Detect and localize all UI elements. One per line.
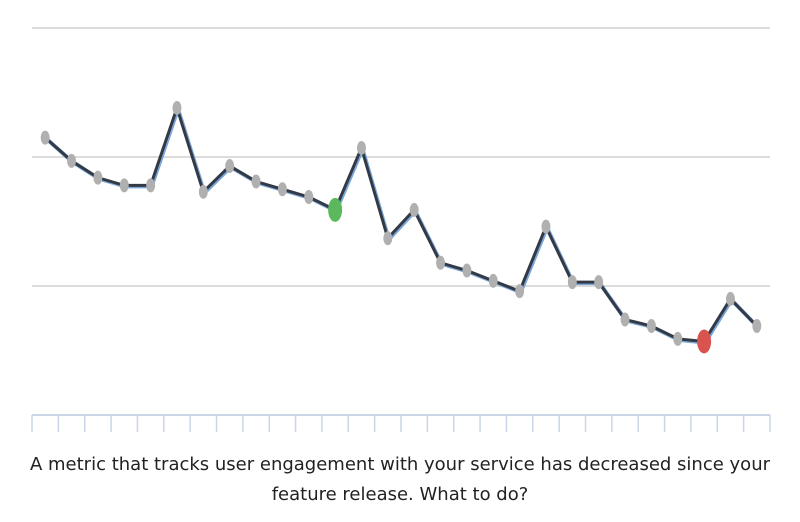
marker: [752, 318, 762, 333]
highlight-marker: [697, 329, 712, 354]
marker: [277, 182, 287, 197]
line-shadow: [44, 102, 760, 345]
caption: A metric that tracks user engagement wit…: [29, 454, 771, 505]
marker: [304, 189, 314, 204]
marker: [119, 178, 129, 193]
marker: [673, 331, 683, 346]
marker: [620, 312, 630, 327]
marker: [383, 231, 393, 246]
marker: [356, 140, 366, 155]
marker: [646, 318, 656, 333]
marker: [93, 170, 103, 185]
marker: [198, 184, 208, 199]
marker: [225, 159, 235, 174]
chart: [31, 27, 771, 432]
marker: [725, 291, 735, 306]
marker: [409, 202, 419, 217]
marker: [594, 275, 604, 290]
marker: [436, 255, 446, 270]
marker: [515, 284, 525, 299]
marker: [567, 275, 577, 290]
marker: [146, 178, 156, 193]
marker: [251, 174, 261, 189]
marker: [541, 219, 551, 234]
marker: [488, 273, 498, 288]
marker: [67, 153, 77, 168]
line: [44, 103, 758, 344]
marker: [172, 100, 182, 115]
highlight-marker: [328, 197, 343, 222]
marker: [462, 263, 472, 278]
marker: [40, 130, 50, 145]
